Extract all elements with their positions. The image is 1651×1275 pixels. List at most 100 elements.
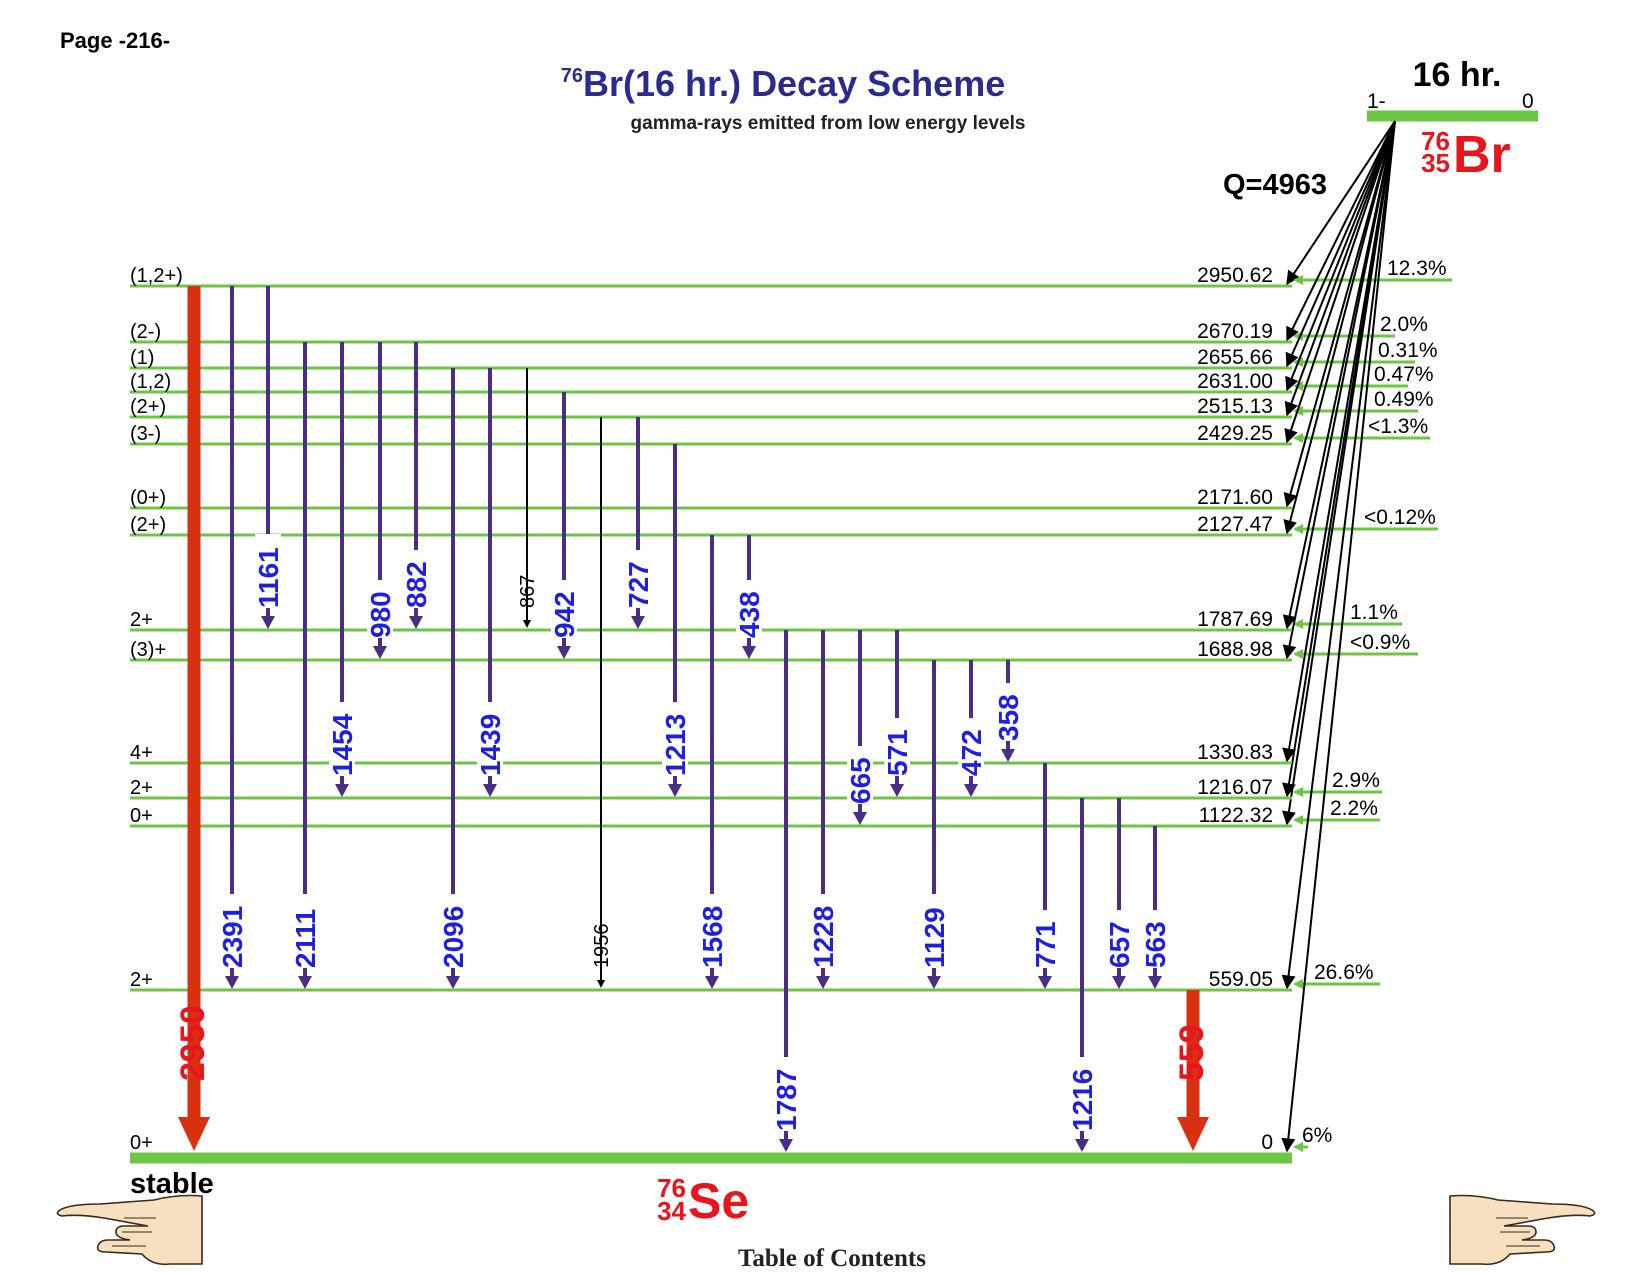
feed-intensity-label: <1.3% (1368, 415, 1428, 438)
beta-feed-arrow (1285, 120, 1396, 392)
gamma-arrowhead (890, 784, 904, 797)
feed-intensity-label: 6% (1302, 1124, 1332, 1147)
gamma-arrowhead (409, 616, 423, 629)
pointing-hand-left-icon[interactable] (56, 1194, 203, 1266)
gamma-transition-1439: 1439 (475, 368, 506, 797)
daughter-element: Se (688, 1173, 749, 1229)
gamma-transition-867: 867 (517, 368, 539, 628)
gamma-energy-label: 2391 (217, 906, 248, 968)
gamma-transition-472: 472 (956, 660, 987, 797)
gamma-arrowhead (483, 784, 497, 797)
level-spin: (3-) (130, 423, 161, 445)
page-title: 76Br(16 hr.) Decay Scheme (561, 63, 1005, 104)
feed-intensity-arrowhead (1293, 649, 1303, 659)
parent-nuclide-symbol: 76 35 Br (1421, 126, 1511, 184)
gamma-arrowhead (668, 784, 682, 797)
level-energy: 1216.07 (1197, 776, 1273, 799)
gamma-label-backdrop (662, 702, 688, 776)
table-of-contents-link[interactable]: Table of Contents (738, 1245, 926, 1272)
gamma-energy-label: 1454 (327, 713, 358, 776)
gamma-energy-label: 1439 (475, 714, 506, 776)
gamma-transition-1454: 1454 (327, 342, 358, 797)
level-spin: 0+ (130, 1132, 153, 1154)
gamma-transition-771: 771 (1030, 763, 1061, 989)
gamma-arrowhead (597, 980, 605, 988)
gamma-label-backdrop (219, 894, 245, 968)
level-energy: 2429.25 (1197, 422, 1273, 445)
gamma-energy-label: 559 (1173, 1024, 1211, 1081)
gamma-energy-label: 1213 (660, 714, 691, 776)
gamma-transition-559: 559 (1173, 990, 1211, 1151)
gamma-arrowhead (779, 1139, 793, 1152)
gamma-transition-1161: 1161 (253, 286, 284, 629)
level-spin: 2+ (130, 777, 153, 799)
gamma-arrowhead (298, 976, 312, 989)
gamma-energy-label: 1161 (253, 547, 284, 608)
parent-element: Br (1453, 126, 1511, 184)
gamma-energy-label: 882 (401, 561, 432, 608)
gamma-label-backdrop (699, 894, 725, 968)
gamma-arrowhead (523, 620, 531, 628)
gamma-energy-label: 867 (517, 575, 539, 608)
gamma-energy-label: 1228 (808, 906, 839, 968)
gamma-transition-1568: 1568 (697, 535, 728, 989)
feed-intensity-arrowhead (1293, 433, 1303, 443)
gamma-transition-727: 727 (623, 417, 654, 629)
gamma-label-backdrop (810, 894, 836, 968)
gamma-energy-label: 2950 (174, 1005, 212, 1081)
gamma-label-backdrop (1032, 910, 1058, 968)
gamma-transition-942: 942 (549, 392, 580, 659)
gamma-transition-1787: 1787 (771, 630, 802, 1152)
level-spin: 2+ (130, 969, 153, 991)
gamma-energy-label: 657 (1104, 921, 1135, 968)
page-subtitle: gamma-rays emitted from low energy level… (631, 113, 1026, 134)
gamma-transition-563: 563 (1140, 826, 1171, 989)
gamma-transition-2950: 2950 (174, 286, 212, 1151)
level-energy: 1787.69 (1197, 608, 1273, 631)
gamma-energy-label: 665 (845, 757, 876, 804)
gamma-arrowhead (178, 1117, 210, 1151)
gamma-transition-1213: 1213 (660, 444, 691, 797)
beta-feed-arrow (1284, 120, 1396, 417)
gamma-transition-665: 665 (845, 630, 876, 825)
gamma-transition-571: 571 (882, 630, 913, 797)
beta-feed-arrow (1281, 120, 1396, 1153)
gamma-energy-label: 1129 (919, 907, 950, 968)
daughter-mass-number: 76 (657, 1173, 686, 1203)
gamma-transition-1956: 1956 (591, 417, 613, 988)
pointing-hand-right-icon[interactable] (1449, 1194, 1596, 1266)
level-energy: 1688.98 (1197, 638, 1273, 661)
title-text: Br(16 hr.) Decay Scheme (583, 63, 1005, 104)
gamma-arrowhead (335, 784, 349, 797)
gamma-arrowhead (742, 646, 756, 659)
gamma-arrowhead (1001, 749, 1015, 762)
gamma-label-backdrop (1142, 910, 1168, 968)
gamma-energy-label: 771 (1030, 921, 1061, 968)
level-energy: 2655.66 (1197, 346, 1273, 369)
gamma-energy-label: 358 (993, 694, 1024, 741)
gamma-label-backdrop (329, 702, 355, 776)
gamma-energy-label: 727 (623, 561, 654, 608)
beta-feed-arrow (1281, 120, 1396, 826)
gamma-transition-1129: 1129 (919, 660, 950, 989)
level-spin: (1,2) (130, 371, 171, 393)
gamma-label-backdrop (847, 746, 873, 804)
parent-spin: 1- (1367, 90, 1386, 113)
level-energy: 2171.60 (1197, 486, 1273, 509)
gamma-arrowhead (631, 616, 645, 629)
gamma-transition-2111: 2111 (290, 342, 321, 989)
beta-feed-arrow (1283, 120, 1396, 508)
gamma-label-backdrop (255, 534, 281, 608)
gamma-label-backdrop (477, 702, 503, 776)
beta-feed-arrow (1286, 120, 1396, 342)
q-value: Q=4963 (1223, 169, 1327, 201)
feed-intensity-arrowhead (1293, 275, 1303, 285)
gamma-arrowhead (373, 646, 387, 659)
gamma-label-backdrop (1106, 910, 1132, 968)
feed-intensity-label: 2.2% (1330, 797, 1378, 820)
gamma-transition-1228: 1228 (808, 630, 839, 989)
stable-label: stable (130, 1168, 214, 1200)
gamma-energy-label: 1216 (1067, 1069, 1098, 1131)
